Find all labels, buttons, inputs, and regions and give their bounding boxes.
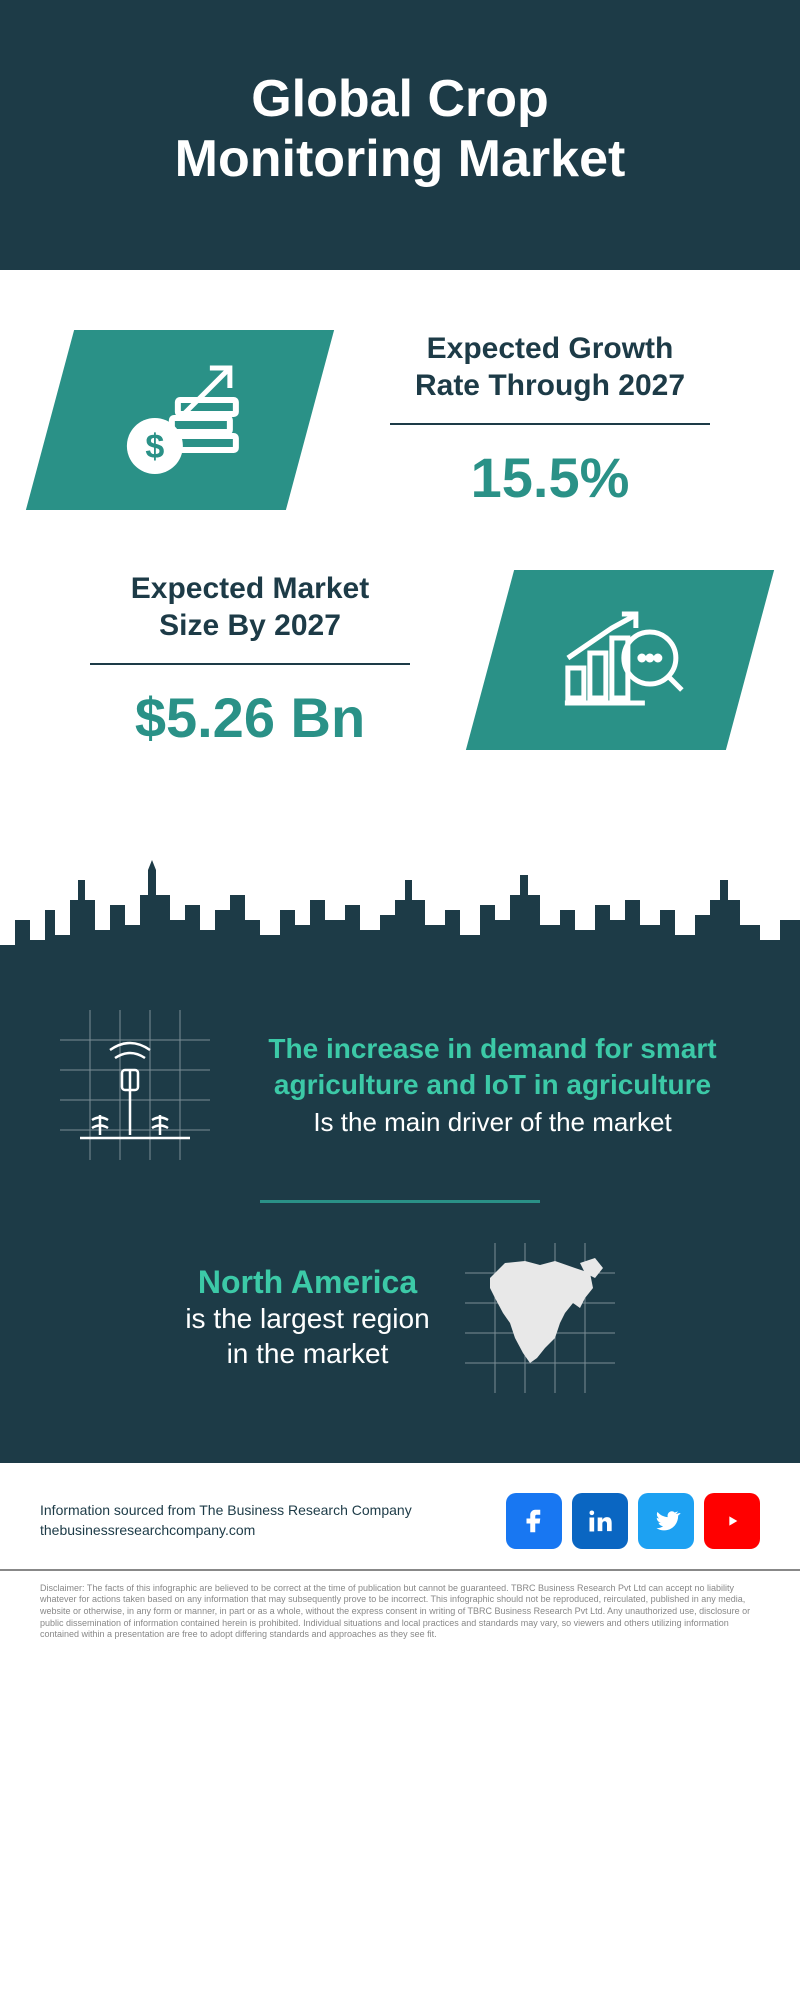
market-text: Expected Market Size By 2027 $5.26 Bn (50, 570, 450, 750)
driver-text: The increase in demand for smart agricul… (245, 1031, 740, 1139)
section-divider (260, 1200, 540, 1203)
region-sub-1: is the largest region (185, 1301, 429, 1336)
source-text: Information sourced from The Business Re… (40, 1501, 412, 1540)
divider (90, 663, 410, 665)
market-label: Expected Market Size By 2027 (50, 570, 450, 645)
divider (390, 423, 710, 425)
youtube-icon[interactable] (704, 1493, 760, 1549)
driver-sub: Is the main driver of the market (245, 1107, 740, 1138)
money-growth-icon: $ (110, 357, 250, 482)
source-line-1: Information sourced from The Business Re… (40, 1501, 412, 1521)
growth-value: 15.5% (350, 445, 750, 510)
growth-icon-container: $ (26, 330, 334, 510)
dark-section: The increase in demand for smart agricul… (0, 980, 800, 1463)
title-line-1: Global Crop (251, 70, 549, 128)
header: Global Crop Monitoring Market (0, 0, 800, 270)
disclaimer-text: Disclaimer: The facts of this infographi… (0, 1571, 800, 1671)
stats-section: $ Expected Growth Rate Through 2027 15.5… (0, 270, 800, 850)
market-value: $5.26 Bn (50, 685, 450, 750)
svg-text:$: $ (146, 427, 165, 465)
growth-label: Expected Growth Rate Through 2027 (350, 330, 750, 405)
smart-farm-icon (60, 1010, 210, 1160)
growth-text: Expected Growth Rate Through 2027 15.5% (350, 330, 750, 510)
source-url: thebusinessresearchcompany.com (40, 1521, 412, 1541)
title-line-2: Monitoring Market (175, 130, 626, 188)
region-sub-2: in the market (185, 1336, 429, 1371)
stat-growth-rate: $ Expected Growth Rate Through 2027 15.5… (50, 330, 750, 510)
chart-analysis-icon (550, 597, 690, 722)
footer: Information sourced from The Business Re… (0, 1463, 800, 1571)
driver-highlight: The increase in demand for smart agricul… (245, 1031, 740, 1104)
market-driver: The increase in demand for smart agricul… (60, 1010, 740, 1160)
region-info: North America is the largest region in t… (60, 1243, 740, 1393)
region-text: North America is the largest region in t… (185, 1264, 429, 1371)
linkedin-icon[interactable] (572, 1493, 628, 1549)
social-icons (506, 1493, 760, 1549)
region-highlight: North America (185, 1264, 429, 1301)
stat-market-size: Expected Market Size By 2027 $5.26 Bn (50, 570, 750, 750)
twitter-icon[interactable] (638, 1493, 694, 1549)
skyline-silhouette (0, 850, 800, 980)
market-icon-container (466, 570, 774, 750)
page-title: Global Crop Monitoring Market (40, 70, 760, 190)
facebook-icon[interactable] (506, 1493, 562, 1549)
north-america-map-icon (465, 1243, 615, 1393)
